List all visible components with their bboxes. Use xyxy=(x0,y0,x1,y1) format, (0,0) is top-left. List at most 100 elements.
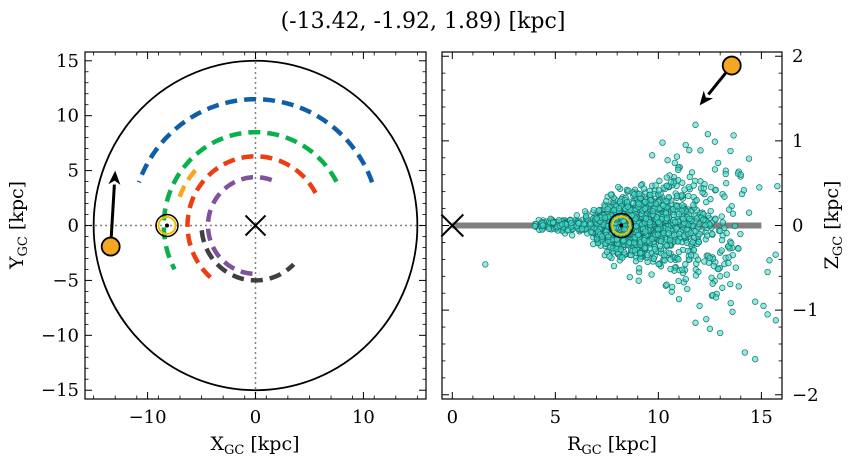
scatter-point xyxy=(725,254,732,261)
scatter-point xyxy=(725,259,732,267)
left-ytick-label: −5 xyxy=(52,270,79,291)
scatter-point xyxy=(636,190,643,198)
right-ytick-label: −2 xyxy=(792,385,819,406)
scatter-point xyxy=(764,311,771,318)
scatter-point xyxy=(482,261,489,268)
scatter-point xyxy=(706,254,713,261)
scatter-point xyxy=(654,231,662,238)
scatter-point xyxy=(636,265,643,272)
scatter-point xyxy=(752,298,759,305)
scatter-point xyxy=(719,284,726,291)
left-xtick-label: 0 xyxy=(250,407,261,428)
left-ylabel-subscript: GC xyxy=(16,236,31,256)
right-galactic-center-marker xyxy=(440,213,465,238)
orbit-arc-4 xyxy=(199,229,296,283)
scatter-point xyxy=(649,207,657,215)
scatter-point xyxy=(568,219,575,227)
figure-title: (-13.42, -1.92, 1.89) [kpc] xyxy=(281,9,566,34)
scatter-point xyxy=(582,213,590,220)
scatter-point xyxy=(727,280,734,288)
scatter-point xyxy=(545,225,553,232)
left-sun-outer-ring xyxy=(155,213,179,238)
scatter-point xyxy=(675,248,683,256)
scatter-point xyxy=(673,225,680,232)
scatter-point xyxy=(573,212,580,219)
scatter-point xyxy=(656,177,663,184)
left-boundary-circle xyxy=(92,59,419,392)
right-ticks: 0 5 10 15 −2 −1 0 1 2 xyxy=(442,46,819,428)
scatter-point xyxy=(693,197,700,204)
scatter-point xyxy=(655,261,662,268)
right-velocity-arrow-head xyxy=(699,90,714,106)
left-ylabel-symbol: Y xyxy=(6,256,28,270)
scatter-point xyxy=(675,277,682,285)
scatter-point xyxy=(723,230,730,237)
scatter-point xyxy=(712,186,719,194)
scatter-point xyxy=(729,210,737,217)
scatter-point xyxy=(647,191,654,198)
scatter-point xyxy=(737,230,744,238)
scatter-point xyxy=(641,205,649,212)
scatter-point xyxy=(700,216,707,224)
scatter-point xyxy=(650,255,658,262)
scatter-point xyxy=(774,182,781,190)
scatter-point xyxy=(772,251,779,258)
scatter-point xyxy=(539,222,547,229)
right-ytick-label: 0 xyxy=(792,216,803,237)
scatter-point xyxy=(745,155,753,162)
scatter-point xyxy=(682,261,689,268)
scatter-point xyxy=(760,302,767,310)
scatter-point xyxy=(625,239,633,246)
scatter-point xyxy=(655,187,663,194)
scatter-point xyxy=(598,233,606,240)
scatter-point xyxy=(718,247,725,254)
left-ylabel-unit: [kpc] xyxy=(6,181,28,236)
scatter-point xyxy=(615,205,623,212)
scatter-point xyxy=(682,275,689,283)
scatter-point xyxy=(714,159,722,167)
scatter-point xyxy=(664,157,671,164)
scatter-point xyxy=(695,238,702,246)
scatter-point xyxy=(741,349,749,356)
scatter-point xyxy=(666,237,674,244)
right-sun-ring xyxy=(611,215,632,236)
left-xlabel-subscript: GC xyxy=(224,443,244,458)
scatter-point xyxy=(671,232,678,239)
scatter-point xyxy=(679,179,686,186)
scatter-point xyxy=(593,215,600,222)
scatter-point xyxy=(601,214,609,221)
scatter-point xyxy=(631,247,639,254)
scatter-point xyxy=(659,139,666,146)
orbit-arc-5 xyxy=(177,168,197,199)
right-xlabel-unit: [kpc] xyxy=(602,433,657,455)
scatter-point xyxy=(629,199,637,207)
right-xtick-label: 10 xyxy=(647,407,670,428)
scatter-point xyxy=(675,256,682,263)
scatter-point xyxy=(642,215,650,222)
scatter-point xyxy=(772,317,779,324)
scatter-point xyxy=(637,249,644,257)
scatter-point xyxy=(690,201,697,209)
scatter-point xyxy=(686,215,693,222)
scatter-point xyxy=(646,219,653,226)
scatter-point xyxy=(718,236,726,244)
scatter-point xyxy=(675,210,683,218)
scatter-point xyxy=(604,205,611,213)
scatter-point xyxy=(709,280,716,287)
left-object-marker xyxy=(100,236,121,257)
scatter-point xyxy=(657,238,665,245)
scatter-point xyxy=(558,221,566,228)
right-ylabel-unit: [kpc] xyxy=(821,181,843,236)
scatter-point xyxy=(727,299,734,307)
scatter-point xyxy=(651,246,658,253)
scatter-point xyxy=(607,191,614,198)
scatter-point xyxy=(667,265,674,273)
scatter-point xyxy=(697,147,704,154)
scatter-point xyxy=(617,246,624,253)
left-ytick-label: 5 xyxy=(68,161,79,182)
scatter-point xyxy=(603,248,611,256)
right-xtick-label: 5 xyxy=(550,407,561,428)
left-ytick-label: 15 xyxy=(56,51,79,72)
scatter-point xyxy=(635,231,642,239)
